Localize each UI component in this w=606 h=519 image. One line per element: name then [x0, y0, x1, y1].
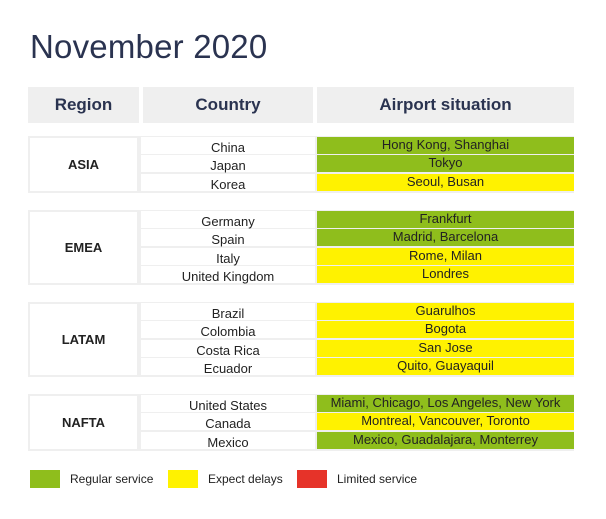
country-cell: Germany: [141, 211, 315, 228]
country-cell: Italy: [141, 248, 315, 265]
country-cell: China: [141, 137, 315, 154]
country-cell: Japan: [141, 155, 315, 172]
airport-status-cell: Madrid, Barcelona: [317, 229, 574, 246]
page-title: November 2020: [30, 28, 268, 65]
airport-status-cell: Bogota: [317, 321, 574, 338]
airport-status-cell: Seoul, Busan: [317, 174, 574, 191]
region-block-asia: ASIA China Hong Kong, Shanghai Japan Tokyo Ko…: [28, 136, 574, 193]
legend-item-delays: Expect delays: [168, 470, 283, 488]
region-label: EMEA: [30, 212, 137, 283]
region-label: LATAM: [30, 304, 137, 375]
airport-status-cell: Frankfurt: [317, 211, 574, 228]
legend-swatch: [168, 470, 198, 488]
region-block-latam: LATAM Brazil Guarulhos Colombia Bogota Costa …: [28, 302, 574, 377]
airport-status-cell: Mexico, Guadalajara, Monterrey: [317, 432, 574, 449]
table-row: China Hong Kong, Shanghai: [141, 137, 574, 154]
region-label: NAFTA: [30, 396, 137, 449]
legend-swatch: [30, 470, 60, 488]
airport-status-cell: Londres: [317, 266, 574, 283]
country-cell: Spain: [141, 229, 315, 246]
legend-item-regular: Regular service: [30, 470, 153, 488]
country-cell: Mexico: [141, 432, 315, 449]
country-cell: Colombia: [141, 321, 315, 338]
country-cell: United States: [141, 395, 315, 412]
table-row: Korea Seoul, Busan: [141, 174, 574, 191]
legend-label: Expect delays: [208, 472, 283, 486]
airport-status-cell: Tokyo: [317, 155, 574, 172]
table-row: United States Miami, Chicago, Los Angeles…: [141, 395, 574, 412]
table-row: Spain Madrid, Barcelona: [141, 229, 574, 246]
airport-status-cell: Guarulhos: [317, 303, 574, 320]
airport-status-cell: Rome, Milan: [317, 248, 574, 265]
legend-label: Regular service: [70, 472, 154, 486]
airport-status-cell: Hong Kong, Shanghai: [317, 137, 574, 154]
airport-status-cell: Miami, Chicago, Los Angeles, New York: [317, 395, 574, 412]
legend-label: Limited service: [337, 472, 418, 486]
airport-status-cell: San Jose: [317, 340, 574, 357]
table-row: Brazil Guarulhos: [141, 303, 574, 320]
airport-status-cell: Montreal, Vancouver, Toronto: [317, 413, 574, 430]
country-cell: United Kingdom: [141, 266, 315, 283]
country-cell: Korea: [141, 174, 315, 191]
country-cell: Costa Rica: [141, 340, 315, 357]
table-row: United Kingdom Londres: [141, 266, 574, 283]
table-row: Japan Tokyo: [141, 155, 574, 172]
country-cell: Ecuador: [141, 358, 315, 375]
table-row: Mexico Mexico, Guadalajara, Monterrey: [141, 432, 574, 449]
legend-swatch: [297, 470, 327, 488]
airport-status-cell: Quito, Guayaquil: [317, 358, 574, 375]
header-region: Region: [28, 87, 139, 123]
country-cell: Brazil: [141, 303, 315, 320]
table-row: Canada Montreal, Vancouver, Toronto: [141, 413, 574, 430]
table-row: Ecuador Quito, Guayaquil: [141, 358, 574, 375]
country-cell: Canada: [141, 413, 315, 430]
region-block-nafta: NAFTA United States Miami, Chicago, Los An…: [28, 394, 574, 451]
region-block-emea: EMEA Germany Frankfurt Spain Madrid, Barcelo…: [28, 210, 574, 285]
region-label: ASIA: [30, 138, 137, 191]
header-airport-situation: Airport situation: [317, 87, 574, 123]
table-row: Germany Frankfurt: [141, 211, 574, 228]
header-country: Country: [143, 87, 313, 123]
legend-item-limited: Limited service: [297, 470, 417, 488]
table-row: Colombia Bogota: [141, 321, 574, 338]
table-row: Italy Rome, Milan: [141, 248, 574, 265]
table-row: Costa Rica San Jose: [141, 340, 574, 357]
